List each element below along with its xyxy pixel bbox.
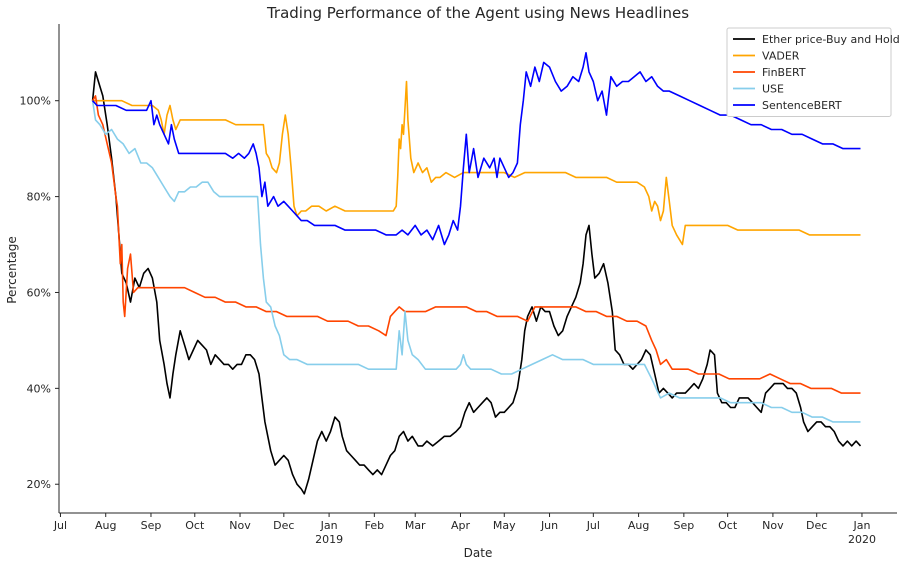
- x-axis-title: Date: [464, 546, 493, 560]
- chart-title: Trading Performance of the Agent using N…: [266, 4, 689, 22]
- plot-area: [91, 51, 862, 495]
- x-tick-label: Dec: [806, 519, 827, 532]
- x-tick-label: Nov: [762, 519, 784, 532]
- y-axis-ticks: 20% 40% 60% 80% 100%: [20, 95, 59, 491]
- x-tick-label: Mar: [405, 519, 426, 532]
- legend-label: SentenceBERT: [762, 99, 842, 112]
- legend: Ether price-Buy and Hold VADER FinBERT USE S…: [726, 27, 900, 117]
- x-tick-label: Jul: [586, 519, 600, 532]
- legend-label: USE: [762, 83, 784, 96]
- axes: [58, 24, 897, 514]
- x-tick-label: Oct: [718, 519, 738, 532]
- series-line-use: [91, 100, 861, 423]
- legend-label: VADER: [762, 50, 800, 63]
- legend-box: [726, 27, 892, 117]
- x-tick-label: Feb: [365, 519, 384, 532]
- y-tick-label: 100%: [20, 95, 51, 108]
- x-tick-label: Sep: [673, 519, 694, 532]
- x-tick-label: Jan: [852, 519, 870, 532]
- y-tick-label: 60%: [27, 286, 51, 299]
- x-tick-label: Sep: [141, 519, 162, 532]
- series-line-ether-price-buy-and-hold: [91, 71, 862, 495]
- x-tick-year-label: 2019: [315, 533, 343, 546]
- y-tick-label: 80%: [27, 191, 51, 204]
- x-tick-label: Aug: [95, 519, 116, 532]
- y-tick-label: 20%: [27, 478, 51, 491]
- y-axis-title: Percentage: [5, 236, 19, 304]
- x-tick-year-label: 2020: [848, 533, 876, 546]
- x-tick-label: Jan: [320, 519, 338, 532]
- x-tick-label: Jul: [53, 519, 67, 532]
- series-line-finbert: [91, 95, 861, 394]
- x-tick-label: Dec: [273, 519, 294, 532]
- legend-label: Ether price-Buy and Hold: [762, 33, 900, 46]
- x-tick-label: May: [493, 519, 516, 532]
- x-tick-label: Nov: [229, 519, 251, 532]
- x-tick-label: Apr: [451, 519, 471, 532]
- series-line-sentencebert: [92, 51, 861, 246]
- series-line-vader: [92, 80, 861, 246]
- legend-label: FinBERT: [762, 66, 806, 79]
- y-tick-label: 40%: [27, 382, 51, 395]
- x-tick-label: Jun: [540, 519, 558, 532]
- x-tick-label: Oct: [185, 519, 205, 532]
- x-tick-label: Aug: [628, 519, 649, 532]
